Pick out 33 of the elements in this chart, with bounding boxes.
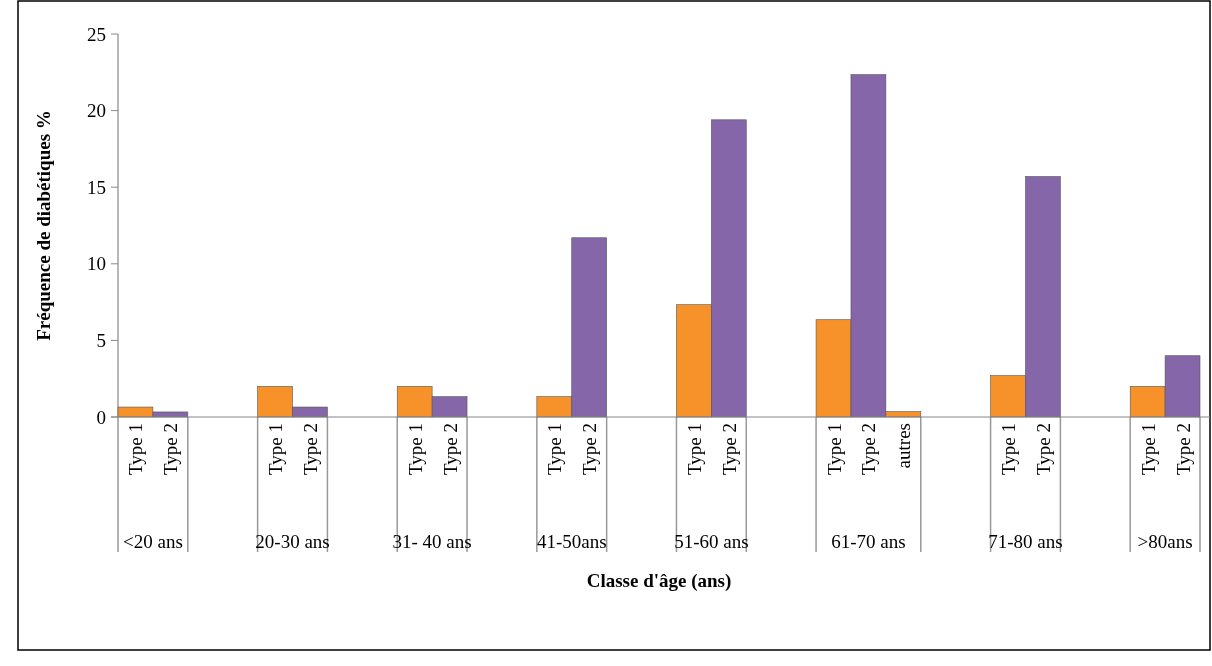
x-tick-label: 41-50ans xyxy=(536,531,607,552)
x-tick-label: 20-30 ans xyxy=(255,531,330,552)
text: Type 2 xyxy=(299,423,321,475)
x-tick-label: <20 ans xyxy=(123,531,183,552)
y-axis-title: Fréquence de diabétiques % xyxy=(33,110,54,341)
text: Type 1 xyxy=(1137,423,1159,475)
text: Type 1 xyxy=(125,423,147,475)
text: Type 2 xyxy=(160,423,182,475)
x-tick-label: 61-70 ans xyxy=(831,531,906,552)
text: Type 1 xyxy=(265,423,287,475)
text: Type 1 xyxy=(544,423,566,475)
y-tick-label: 15 xyxy=(87,176,106,198)
y-tick-label: 25 xyxy=(87,23,106,45)
text: autres xyxy=(893,423,915,469)
y-tick-label: 10 xyxy=(87,253,106,275)
x-tick-label: 31- 40 ans xyxy=(392,531,472,552)
y-tick-label: 20 xyxy=(87,100,106,122)
text: Type 2 xyxy=(439,423,461,475)
x-tick-label: 71-80 ans xyxy=(988,531,1063,552)
text: Type 2 xyxy=(858,423,880,475)
text: Type 2 xyxy=(579,423,601,475)
x-tick-label: 51-60 ans xyxy=(674,531,749,552)
y-tick-label: 0 xyxy=(96,406,106,428)
text: Type 2 xyxy=(718,423,740,475)
text: Type 1 xyxy=(404,423,426,475)
y-tick-label: 5 xyxy=(96,330,106,352)
text: Type 1 xyxy=(823,423,845,475)
x-axis-title: Classe d'âge (ans) xyxy=(586,570,732,592)
text: Type 2 xyxy=(1032,423,1054,475)
text: Type 1 xyxy=(683,423,705,475)
text: Type 1 xyxy=(998,423,1020,475)
x-tick-label: >80ans xyxy=(1137,531,1193,552)
text: Type 2 xyxy=(1172,423,1194,475)
